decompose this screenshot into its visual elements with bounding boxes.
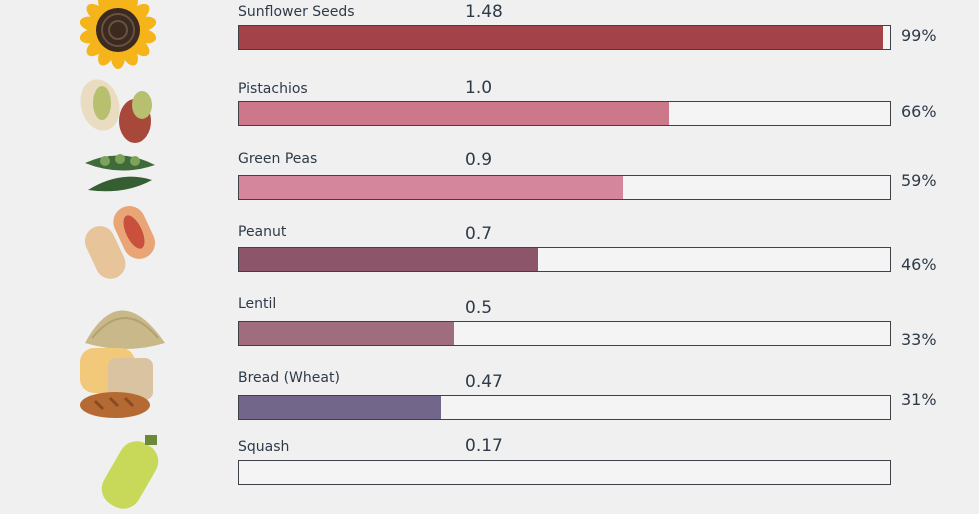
bar-track [238, 25, 891, 50]
percent-label: 99% [901, 26, 937, 45]
bar-fill [239, 176, 624, 199]
category-label: Bread (Wheat) [238, 370, 340, 386]
bar-track [238, 247, 891, 272]
percent-label: 66% [901, 102, 937, 121]
bar-fill [239, 248, 539, 271]
category-label: Peanut [238, 224, 287, 240]
category-label: Sunflower Seeds [238, 4, 355, 20]
value-label: 0.5 [465, 298, 493, 318]
value-label: 0.47 [465, 372, 503, 392]
category-label: Squash [238, 439, 290, 455]
bread-icon [70, 343, 170, 423]
percent-label: 46% [901, 255, 937, 274]
category-label: Green Peas [238, 151, 318, 167]
bar-fill [239, 322, 454, 345]
category-label: Lentil [238, 296, 277, 312]
green-peas-icon [70, 145, 170, 225]
value-label: 1.0 [465, 78, 493, 98]
sunflower-icon [70, 0, 170, 75]
squash-icon [70, 430, 170, 510]
bar-fill [239, 102, 669, 125]
bar-fill [239, 26, 884, 49]
percent-label: 59% [901, 171, 937, 190]
percent-label: 33% [901, 330, 937, 349]
bar-track [238, 175, 891, 200]
value-label: 0.9 [465, 150, 493, 170]
bar-track [238, 395, 891, 420]
percent-label: 31% [901, 390, 937, 409]
value-label: 0.7 [465, 224, 493, 244]
category-label: Pistachios [238, 81, 308, 97]
bar-track [238, 321, 891, 346]
value-label: 1.48 [465, 2, 503, 22]
lentil-icon [70, 283, 170, 363]
bar-track [238, 460, 891, 485]
pistachio-icon [70, 73, 170, 153]
peanut-icon [70, 200, 170, 280]
bar-fill [239, 396, 441, 419]
bar-track [238, 101, 891, 126]
value-label: 0.17 [465, 436, 503, 456]
